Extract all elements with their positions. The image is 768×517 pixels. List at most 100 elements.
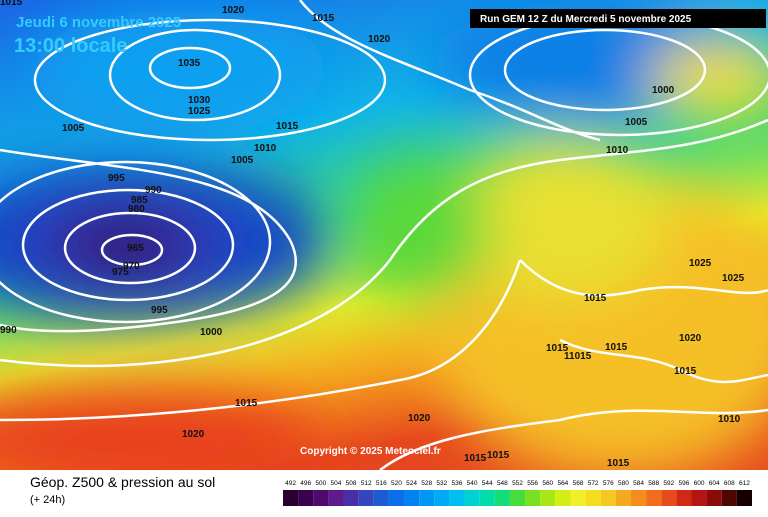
scale-swatch [721, 490, 737, 506]
scale-swatch [494, 490, 510, 506]
isobar-label: 965 [127, 243, 144, 254]
isobar-label: 1015 [276, 121, 299, 132]
isobar-label: 1005 [62, 123, 85, 134]
isobar-label: 1000 [652, 85, 675, 96]
scale-swatch [555, 490, 571, 506]
isobar-label: 1015 [607, 458, 630, 469]
forecast-date: Jeudi 6 novembre 2025 [16, 14, 181, 31]
scale-label: 536 [452, 480, 463, 487]
isobar-label: 1035 [178, 58, 201, 69]
scale-label: 508 [346, 480, 357, 487]
isobar-label: 1010 [718, 414, 741, 425]
scale-label: 604 [709, 480, 720, 487]
scale-swatch [328, 490, 344, 506]
scale-swatch [449, 490, 465, 506]
scale-swatch [615, 490, 631, 506]
isobars [0, 0, 768, 470]
scale-label: 516 [376, 480, 387, 487]
scale-label: 568 [573, 480, 584, 487]
scale-swatch [525, 490, 541, 506]
isobar-label: 1015 [674, 366, 697, 377]
isobar-label: 1015 [487, 450, 510, 461]
scale-label: 524 [406, 480, 417, 487]
scale-label: 548 [497, 480, 508, 487]
scale-swatch [676, 490, 692, 506]
isobar-label: 1010 [254, 143, 277, 154]
isobar-label: 990 [145, 185, 162, 196]
scale-label: 532 [436, 480, 447, 487]
scale-label: 544 [482, 480, 493, 487]
isobar-label: 980 [128, 204, 145, 215]
scale-label: 588 [648, 480, 659, 487]
scale-label: 504 [331, 480, 342, 487]
scale-label: 608 [724, 480, 735, 487]
scale-label: 556 [527, 480, 538, 487]
scale-label: 576 [603, 480, 614, 487]
isobar-label: 1015 [312, 13, 335, 24]
scale-swatch [570, 490, 586, 506]
isobar-label: 1020 [368, 34, 391, 45]
scale-label: 564 [557, 480, 568, 487]
scale-swatch [691, 490, 707, 506]
isobar-label: 985 [131, 195, 148, 206]
scale-swatch [479, 490, 495, 506]
scale-swatch [419, 490, 435, 506]
scale-label: 500 [315, 480, 326, 487]
scale-swatch [298, 490, 314, 506]
scale-swatch [736, 490, 752, 506]
scale-label: 520 [391, 480, 402, 487]
isobar-label: 975 [112, 267, 129, 278]
scale-label: 552 [512, 480, 523, 487]
isobar-label: 1000 [200, 327, 223, 338]
scale-swatch [404, 490, 420, 506]
scale-swatch [540, 490, 556, 506]
isobar-label: 1010 [606, 145, 629, 156]
isobar-label: 995 [108, 173, 125, 184]
scale-swatch [343, 490, 359, 506]
isobar-label: 1005 [625, 117, 648, 128]
scale-swatch [358, 490, 374, 506]
isobar-label: 1025 [689, 258, 712, 269]
isobar-label: 1005 [231, 155, 254, 166]
scale-swatch [509, 490, 526, 506]
scale-swatch [313, 490, 329, 506]
scale-swatch [630, 490, 647, 506]
scale-label: 600 [694, 480, 705, 487]
copyright: Copyright © 2025 Meteociel.fr [300, 446, 441, 457]
isobar-label: 1020 [408, 413, 431, 424]
isobar-label: 1025 [188, 106, 211, 117]
scale-label: 592 [663, 480, 674, 487]
run-box [470, 9, 766, 28]
scale-label: 560 [542, 480, 553, 487]
color-scale: 492 496 500 504 508 512 516 520 524 528 532 536 540 5… [283, 480, 752, 506]
scale-label: 612 [739, 480, 750, 487]
scale-swatch [434, 490, 450, 506]
forecast-time: 13:00 locale [14, 35, 127, 57]
scale-swatch [646, 490, 662, 506]
run-info: Run GEM 12 Z du Mercredi 5 novembre 2025 [480, 14, 692, 25]
isobar-label: 1025 [722, 273, 745, 284]
scale-label: 492 [285, 480, 296, 487]
scale-swatch [464, 490, 480, 506]
isobar-label: 1015 [605, 342, 628, 353]
isobar-label: 990 [0, 325, 17, 336]
isobar-label: 1015 [546, 343, 569, 354]
isobar-label: 1020 [182, 429, 205, 440]
isobar-label: 1030 [188, 95, 211, 106]
scale-label: 596 [678, 480, 689, 487]
isobar-label: 995 [151, 305, 168, 316]
isobar-label: 1020 [222, 5, 245, 16]
scale-swatch [600, 490, 616, 506]
isobar-label: 1020 [679, 333, 702, 344]
lead-time: (+ 24h) [30, 494, 65, 506]
isobar-label: 1015 [0, 0, 23, 8]
scale-label: 528 [421, 480, 432, 487]
scale-label: 512 [361, 480, 372, 487]
scale-swatch [388, 490, 405, 506]
scale-swatch [661, 490, 677, 506]
isobar-label: 970 [123, 261, 140, 272]
scale-label: 584 [633, 480, 644, 487]
